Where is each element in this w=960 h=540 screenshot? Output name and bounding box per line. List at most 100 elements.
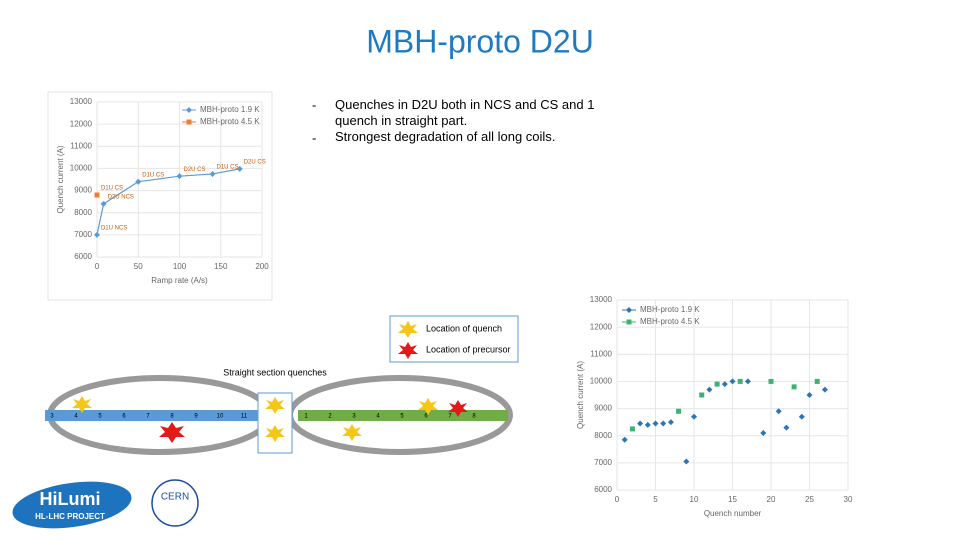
y-tick-label: 9000: [74, 186, 92, 195]
legend-marker: [186, 119, 192, 125]
x-tick-label: 0: [615, 495, 620, 504]
data-point: [798, 413, 805, 420]
x-axis-label: Quench number: [704, 509, 762, 518]
diagram-title: Straight section quenches: [223, 367, 327, 377]
quench-star: [265, 425, 285, 442]
quench-star: [265, 397, 285, 414]
data-point: [814, 378, 820, 384]
data-point: [644, 421, 651, 428]
legend-text: Location of quench: [426, 323, 502, 333]
y-tick-label: 8000: [594, 431, 612, 440]
cern-logo: [151, 479, 199, 527]
slide-title: MBH-proto D2U: [366, 23, 594, 59]
x-axis-label: Ramp rate (A/s): [151, 276, 208, 285]
data-point: [100, 200, 107, 207]
data-point: [676, 408, 682, 414]
quench-star: [418, 398, 438, 415]
point-label: D1U NCS: [101, 225, 127, 231]
hilumi-text: HiLumi: [40, 489, 101, 509]
hilumi-project: HL-LHC PROJECT: [35, 512, 105, 521]
cell-number: 2: [328, 414, 332, 420]
cell-number: 3: [352, 414, 356, 420]
y-tick-label: 7000: [74, 230, 92, 239]
y-tick-label: 10000: [590, 377, 613, 386]
data-point: [660, 420, 667, 427]
data-point: [621, 436, 628, 443]
data-point: [806, 392, 813, 398]
legend-marker: [626, 319, 632, 325]
x-tick-label: 150: [214, 262, 228, 271]
y-tick-label: 11000: [590, 349, 612, 358]
data-point: [760, 430, 767, 436]
quench-star: [72, 396, 92, 413]
data-point: [775, 408, 782, 415]
cell-number: 8: [472, 414, 476, 420]
cell-number: 11: [241, 414, 248, 420]
cell-number: 1: [304, 414, 308, 420]
y-tick-label: 10000: [70, 164, 93, 173]
precursor-star: [159, 422, 185, 443]
coil-strip: [45, 410, 260, 421]
y-axis-label: Quench current (A): [56, 145, 65, 213]
bullet: Strongest degradation of all long coils.: [335, 129, 556, 144]
cell-number: 5: [98, 414, 102, 420]
data-point: [714, 381, 720, 387]
data-point: [629, 426, 635, 432]
point-label: D2U CS: [184, 167, 206, 173]
data-point: [721, 381, 728, 388]
bullet-area: Quenches in D2U both in NCS and CS and 1…: [335, 97, 595, 144]
data-point: [176, 173, 183, 180]
left-chart-frame: [47, 91, 273, 301]
data-point: [691, 413, 697, 420]
x-tick-label: 50: [134, 262, 143, 271]
y-axis-label: Quench current (A): [576, 361, 585, 429]
x-tick-label: 100: [173, 262, 187, 271]
y-tick-label: 7000: [594, 458, 612, 467]
precursor-star: [398, 342, 418, 359]
cell-number: 4: [376, 414, 380, 420]
right-chart-frame: [590, 292, 855, 520]
data-point: [209, 170, 216, 177]
straight-section-diagram: Straight section quenches Location of qu…: [45, 315, 519, 455]
legend-label: MBH-proto 4.5 K: [200, 117, 260, 126]
cell-number: 6: [424, 414, 428, 420]
y-tick-label: 12000: [590, 322, 613, 331]
bullet: Quenches in D2U both in NCS and CS and 1…: [335, 97, 595, 128]
quench-star: [342, 424, 362, 441]
data-point: [94, 231, 100, 238]
legend-label: MBH-proto 4.5 K: [640, 317, 700, 326]
point-label: D1U CS: [217, 165, 239, 171]
x-tick-label: 30: [844, 495, 853, 504]
x-tick-label: 15: [728, 495, 737, 504]
data-point: [667, 419, 674, 426]
bullet-marker: -: [312, 130, 316, 145]
coil-strip: [298, 410, 508, 421]
data-point: [737, 378, 743, 384]
data-point: [791, 384, 797, 390]
x-tick-label: 200: [255, 262, 269, 271]
cell-number: 4: [74, 414, 78, 420]
legend-marker: [626, 307, 632, 313]
data-point: [706, 386, 713, 393]
point-label: D1U CS: [101, 186, 123, 192]
y-tick-label: 13000: [590, 295, 613, 304]
data-point: [637, 420, 644, 427]
x-tick-label: 20: [767, 495, 776, 504]
cell-number: 9: [194, 414, 198, 420]
cell-number: 5: [400, 414, 404, 420]
bullet-marker: -: [312, 97, 316, 112]
data-point: [652, 420, 659, 427]
legend-text: Location of precursor: [426, 344, 511, 354]
x-tick-label: 10: [690, 495, 699, 504]
hilumi-logo: [12, 481, 132, 529]
data-point: [768, 378, 774, 384]
series-line: [96, 168, 240, 235]
cell-number: 7: [146, 414, 150, 420]
legend-marker: [186, 107, 192, 113]
cern-text: CERN: [161, 492, 189, 503]
y-tick-label: 6000: [74, 252, 92, 261]
data-point: [783, 424, 790, 431]
data-point: [683, 458, 690, 465]
